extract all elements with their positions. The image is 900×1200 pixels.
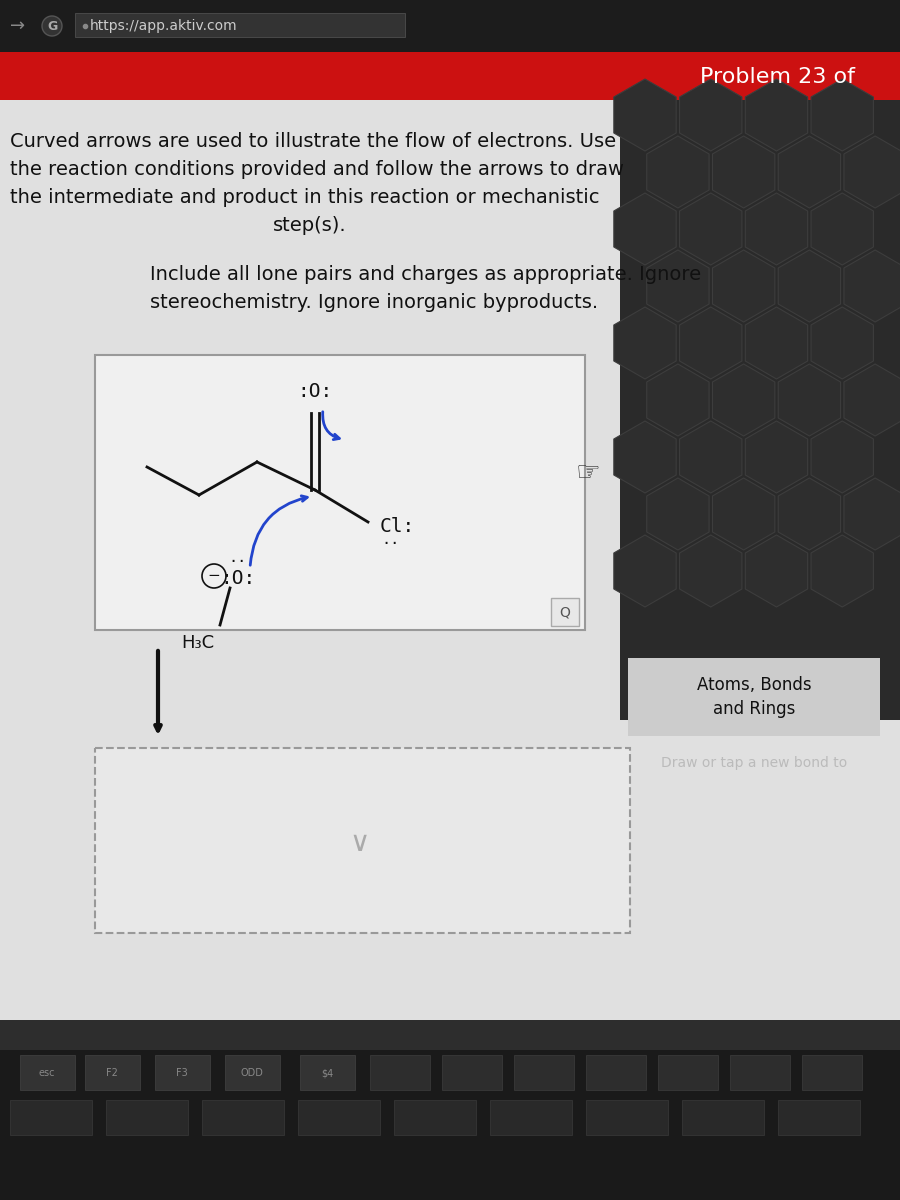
Polygon shape <box>778 364 841 436</box>
Bar <box>730 1055 790 1090</box>
Text: ∨: ∨ <box>350 829 370 857</box>
Bar <box>802 1055 862 1090</box>
Text: :O:: :O: <box>220 569 256 588</box>
Bar <box>300 1055 355 1090</box>
Text: step(s).: step(s). <box>274 216 346 235</box>
Polygon shape <box>778 478 841 550</box>
Bar <box>778 1100 860 1135</box>
Text: stereochemistry. Ignore inorganic byproducts.: stereochemistry. Ignore inorganic byprod… <box>150 293 598 312</box>
Bar <box>95 748 630 934</box>
Bar <box>551 598 579 626</box>
Bar <box>586 1100 668 1135</box>
Text: Problem 23 of: Problem 23 of <box>700 67 855 86</box>
Polygon shape <box>811 421 873 493</box>
Text: https://app.aktiv.com: https://app.aktiv.com <box>90 19 238 32</box>
Text: ··: ·· <box>229 553 248 569</box>
Polygon shape <box>745 79 807 151</box>
Bar <box>620 100 900 720</box>
Text: Q: Q <box>560 605 571 619</box>
Polygon shape <box>614 193 676 265</box>
Text: esc: esc <box>39 1068 55 1078</box>
Text: the intermediate and product in this reaction or mechanistic: the intermediate and product in this rea… <box>10 188 599 206</box>
Polygon shape <box>614 79 676 151</box>
Polygon shape <box>713 478 775 550</box>
Polygon shape <box>778 250 841 322</box>
Polygon shape <box>614 307 676 379</box>
Bar <box>202 1100 284 1135</box>
Text: F3: F3 <box>176 1068 188 1078</box>
Bar <box>370 1055 430 1090</box>
Polygon shape <box>647 364 709 436</box>
Text: Curved arrows are used to illustrate the flow of electrons. Use: Curved arrows are used to illustrate the… <box>10 132 616 151</box>
Polygon shape <box>680 193 742 265</box>
Polygon shape <box>680 79 742 151</box>
Bar <box>0 1020 900 1200</box>
Text: ☞: ☞ <box>576 458 600 487</box>
Text: →: → <box>11 17 25 35</box>
Polygon shape <box>713 136 775 208</box>
Bar <box>10 1100 92 1135</box>
Bar <box>298 1100 380 1135</box>
Text: $4: $4 <box>321 1068 333 1078</box>
Bar <box>628 658 880 736</box>
Bar <box>0 100 900 1020</box>
Polygon shape <box>811 193 873 265</box>
Polygon shape <box>745 535 807 607</box>
Polygon shape <box>778 136 841 208</box>
Polygon shape <box>745 307 807 379</box>
Text: G: G <box>47 19 57 32</box>
Text: ··: ·· <box>381 536 400 552</box>
Bar <box>95 355 585 630</box>
Text: Cl:: Cl: <box>380 516 415 535</box>
Polygon shape <box>844 136 900 208</box>
Polygon shape <box>647 250 709 322</box>
Bar <box>0 0 900 52</box>
Text: F2: F2 <box>106 1068 118 1078</box>
Bar <box>490 1100 572 1135</box>
Polygon shape <box>647 136 709 208</box>
Bar <box>682 1100 764 1135</box>
Bar <box>75 13 405 37</box>
Bar <box>155 1055 210 1090</box>
Polygon shape <box>713 364 775 436</box>
Text: Include all lone pairs and charges as appropriate. Ignore: Include all lone pairs and charges as ap… <box>150 265 701 284</box>
Polygon shape <box>745 193 807 265</box>
Text: H₃C: H₃C <box>182 634 214 652</box>
Polygon shape <box>844 250 900 322</box>
Bar <box>0 52 900 100</box>
Polygon shape <box>680 535 742 607</box>
Bar <box>394 1100 476 1135</box>
Polygon shape <box>614 535 676 607</box>
Text: −: − <box>208 569 220 583</box>
Text: Atoms, Bonds
and Rings: Atoms, Bonds and Rings <box>697 676 811 719</box>
Polygon shape <box>614 421 676 493</box>
Bar <box>0 1020 900 1050</box>
Bar <box>442 1055 502 1090</box>
Polygon shape <box>811 79 873 151</box>
Polygon shape <box>713 250 775 322</box>
Polygon shape <box>811 535 873 607</box>
Text: ODD: ODD <box>240 1068 264 1078</box>
Polygon shape <box>844 478 900 550</box>
Polygon shape <box>745 421 807 493</box>
Polygon shape <box>811 307 873 379</box>
Text: Draw or tap a new bond to: Draw or tap a new bond to <box>661 756 847 770</box>
Bar <box>658 1055 718 1090</box>
Bar <box>586 1055 646 1090</box>
Polygon shape <box>647 478 709 550</box>
Bar <box>85 1055 140 1090</box>
Bar <box>20 1055 75 1090</box>
Text: :O:: :O: <box>297 382 333 401</box>
Bar <box>514 1055 574 1090</box>
Bar <box>106 1100 188 1135</box>
Polygon shape <box>680 421 742 493</box>
Bar <box>225 1055 280 1090</box>
Circle shape <box>42 16 62 36</box>
Polygon shape <box>680 307 742 379</box>
Polygon shape <box>844 364 900 436</box>
Text: the reaction conditions provided and follow the arrows to draw: the reaction conditions provided and fol… <box>10 160 624 179</box>
